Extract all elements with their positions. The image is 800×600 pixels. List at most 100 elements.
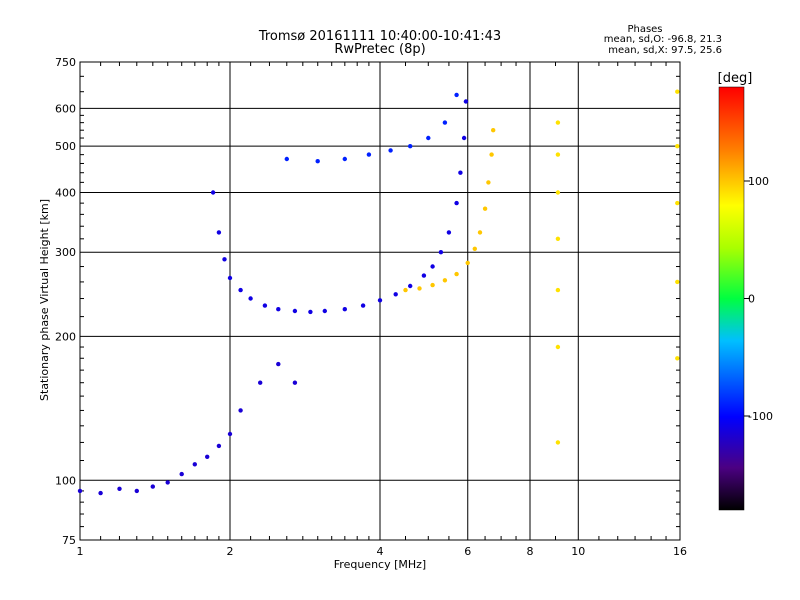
x-tick-label: 10 (571, 545, 585, 558)
data-point (342, 307, 347, 312)
phase-stats: Phases mean, sd,O: -96.8, 21.3 mean, sd,… (604, 24, 722, 56)
data-point (555, 120, 561, 125)
y-tick-label: 100 (55, 474, 76, 487)
chart-subtitle: RwPretec (8p) (334, 42, 425, 57)
y-tick-label: 500 (55, 140, 76, 153)
data-point (408, 144, 413, 149)
data-point (238, 408, 243, 413)
data-point (675, 89, 680, 94)
data-point (555, 236, 561, 241)
data-point (360, 303, 366, 308)
x-tick-label: 2 (227, 545, 234, 558)
data-point (227, 431, 233, 437)
phase-stats-heading: Phases (627, 24, 662, 35)
data-point (292, 380, 298, 385)
y-tick-label: 400 (55, 186, 76, 199)
data-point (454, 92, 459, 98)
data-point (472, 246, 477, 251)
grid (80, 62, 680, 540)
data-point (426, 135, 431, 141)
data-point (192, 462, 197, 467)
data-point (165, 480, 170, 485)
data-point (555, 440, 561, 445)
y-tick-label: 75 (62, 534, 76, 547)
colorbar-label: [deg] (718, 71, 753, 86)
data-point (417, 286, 422, 291)
data-point (458, 170, 463, 175)
x-axis-ticks: 1 2 4 6 8 10 16 (77, 545, 688, 558)
y-tick-label: 300 (55, 246, 76, 259)
data-point (222, 257, 227, 262)
data-point (491, 128, 496, 133)
data-point (454, 271, 459, 277)
data-point (315, 159, 320, 164)
data-point (276, 361, 281, 367)
phase-stats-x-mode: mean, sd,X: 97.5, 25.6 (608, 45, 722, 56)
data-point (284, 156, 289, 162)
data-point (248, 296, 253, 301)
colorbar-tick-label: 0 (748, 293, 755, 306)
data-point (403, 287, 408, 293)
data-point (292, 308, 298, 314)
data-point (216, 443, 222, 449)
y-tick-label: 750 (55, 56, 76, 69)
x-axis-label: Frequency [MHz] (334, 558, 426, 571)
data-point (430, 264, 435, 269)
data-point (308, 309, 313, 315)
data-points (77, 89, 680, 496)
data-point (465, 260, 470, 266)
data-point (262, 303, 268, 308)
y-tick-label: 600 (55, 102, 76, 115)
data-point (393, 292, 398, 297)
data-point (117, 486, 122, 491)
data-point (442, 120, 448, 125)
data-point (342, 156, 347, 162)
data-point (446, 230, 452, 235)
y-axis-label: Stationary phase Virtual Height [km] (38, 199, 51, 401)
data-point (227, 275, 233, 281)
data-point (675, 144, 680, 149)
data-point (276, 307, 281, 312)
phase-stats-o-mode: mean, sd,O: -96.8, 21.3 (604, 34, 722, 45)
data-point (477, 230, 483, 235)
y-tick-label: 200 (55, 330, 76, 343)
colorbar-ticks: 100 0 -100 (744, 175, 773, 423)
x-tick-label: 8 (527, 545, 534, 558)
data-point (150, 484, 155, 489)
data-point (377, 298, 383, 303)
data-point (238, 287, 243, 293)
data-point (442, 278, 448, 283)
data-point (486, 180, 491, 185)
data-point (555, 344, 561, 350)
data-point (98, 490, 103, 496)
data-point (454, 200, 459, 206)
data-point (205, 454, 210, 459)
x-tick-label: 16 (673, 545, 687, 558)
data-point (77, 488, 83, 494)
colorbar (718, 86, 745, 511)
plot-frame (79, 61, 681, 541)
data-point (675, 200, 680, 206)
x-tick-label: 4 (377, 545, 384, 558)
data-point (461, 135, 467, 141)
data-point (555, 152, 561, 157)
data-point (555, 287, 561, 293)
data-point (388, 148, 393, 153)
data-point (322, 308, 327, 314)
data-point (438, 250, 444, 255)
colorbar-tick-label: 100 (748, 175, 769, 188)
data-point (179, 471, 184, 477)
data-point (675, 279, 680, 285)
chart-title: Tromsø 20161111 10:40:00-10:41:43 (258, 29, 501, 44)
colorbar-tick-label: -100 (748, 410, 773, 423)
data-point (482, 206, 488, 211)
data-point (421, 273, 427, 278)
data-point (258, 380, 263, 385)
data-point (675, 356, 680, 361)
data-point (210, 190, 216, 195)
data-point (430, 282, 435, 288)
data-point (408, 283, 413, 289)
y-axis-ticks: 75 100 200 300 400 500 600 750 (55, 56, 76, 547)
data-point (489, 152, 494, 157)
